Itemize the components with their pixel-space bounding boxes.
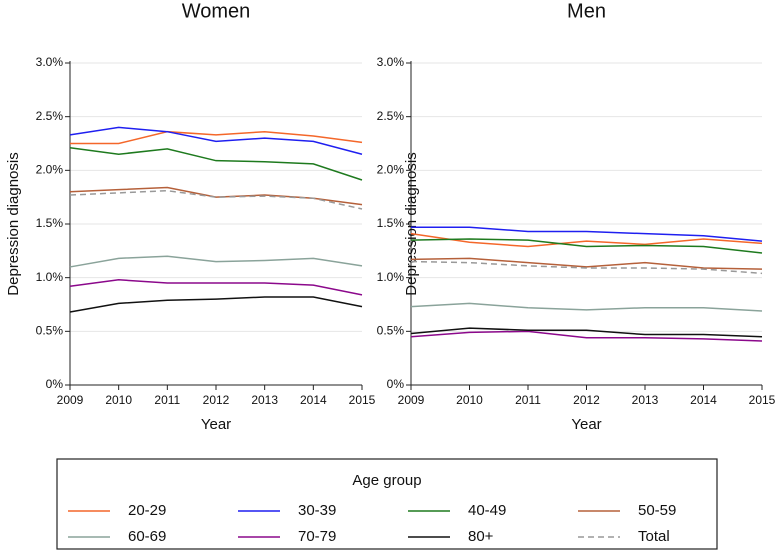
y-axis-label: Depression diagnosis (5, 152, 22, 295)
y-tick-label: 2.5% (377, 109, 405, 123)
y-tick-label: 0% (46, 377, 64, 391)
x-tick-label: 2011 (515, 393, 541, 407)
y-tick-label: 2.5% (36, 109, 64, 123)
x-tick-label: 2014 (300, 393, 327, 407)
series-line (410, 238, 763, 254)
y-tick-label: 3.0% (377, 55, 405, 69)
series-line (410, 257, 763, 270)
legend-label: 40-49 (468, 502, 506, 519)
y-tick-label: 1.0% (36, 270, 64, 284)
series-line (70, 130, 363, 145)
series-line (411, 226, 763, 242)
legend-label: 80+ (468, 528, 494, 545)
x-tick-label: 2012 (573, 393, 600, 407)
series-line (410, 327, 763, 338)
y-tick-label: 1.0% (377, 270, 405, 284)
y-tick-label: 0.5% (377, 324, 405, 338)
legend-label: 20-29 (128, 502, 166, 519)
series-line (69, 126, 363, 155)
y-tick-label: 3.0% (36, 55, 64, 69)
x-axis-label: Year (201, 416, 231, 433)
series-line (410, 260, 763, 275)
x-tick-label: 2009 (398, 393, 425, 407)
panel-title: Men (567, 0, 606, 22)
series-line (69, 189, 363, 210)
y-tick-label: 2.0% (36, 163, 64, 177)
legend-label: 30-39 (298, 502, 336, 519)
x-tick-label: 2015 (349, 393, 376, 407)
legend-label: 50-59 (638, 502, 676, 519)
series-line (410, 232, 763, 248)
legend-title: Age group (352, 472, 421, 489)
series-line (69, 147, 363, 181)
y-tick-label: 1.5% (36, 216, 64, 230)
y-tick-label: 0% (387, 377, 405, 391)
x-axis-label: Year (571, 416, 601, 433)
panel-title: Women (182, 0, 251, 22)
series-line (69, 279, 363, 296)
series-line (410, 330, 763, 342)
x-tick-label: 2013 (251, 393, 278, 407)
legend-box (56, 458, 718, 550)
x-tick-label: 2012 (203, 393, 230, 407)
y-axis-label: Depression diagnosis (403, 152, 420, 295)
legend-label: 60-69 (128, 528, 166, 545)
series-line (410, 302, 763, 312)
x-tick-label: 2011 (154, 393, 180, 407)
legend-label: 70-79 (298, 528, 336, 545)
x-tick-label: 2013 (632, 393, 659, 407)
x-tick-label: 2010 (456, 393, 483, 407)
series-line (69, 255, 363, 268)
y-tick-label: 0.5% (36, 324, 64, 338)
series-line (69, 186, 363, 206)
y-tick-label: 2.0% (377, 163, 405, 177)
series-line (69, 296, 363, 313)
x-tick-label: 2009 (57, 393, 84, 407)
legend-label: Total (638, 528, 670, 545)
x-tick-label: 2015 (749, 393, 776, 407)
x-tick-label: 2014 (690, 393, 717, 407)
y-tick-label: 1.5% (377, 216, 405, 230)
x-tick-label: 2010 (105, 393, 132, 407)
